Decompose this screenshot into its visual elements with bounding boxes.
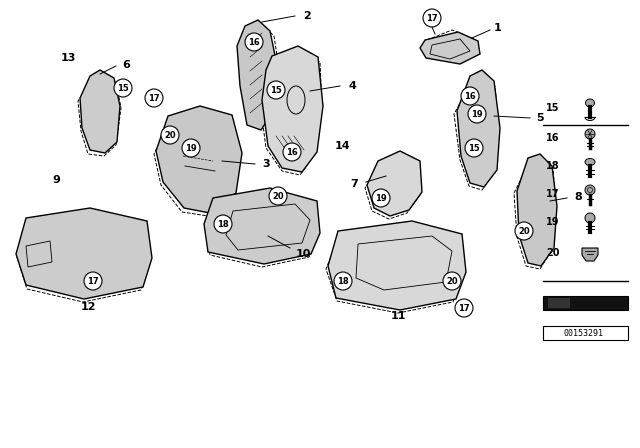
Text: 19: 19 bbox=[471, 109, 483, 119]
Text: 18: 18 bbox=[217, 220, 229, 228]
Polygon shape bbox=[543, 296, 628, 310]
Polygon shape bbox=[262, 46, 323, 172]
Text: 16: 16 bbox=[546, 133, 559, 143]
Text: 15: 15 bbox=[117, 83, 129, 92]
Circle shape bbox=[468, 105, 486, 123]
Circle shape bbox=[334, 272, 352, 290]
Text: 13: 13 bbox=[60, 53, 76, 63]
Polygon shape bbox=[80, 70, 120, 153]
Polygon shape bbox=[367, 151, 422, 216]
Text: 2: 2 bbox=[303, 11, 311, 21]
Text: 15: 15 bbox=[270, 86, 282, 95]
Text: 8: 8 bbox=[574, 192, 582, 202]
Text: 11: 11 bbox=[390, 311, 406, 321]
Polygon shape bbox=[237, 20, 278, 130]
Text: 19: 19 bbox=[375, 194, 387, 202]
Polygon shape bbox=[517, 154, 557, 266]
Text: 3: 3 bbox=[262, 159, 270, 169]
Circle shape bbox=[585, 185, 595, 195]
Circle shape bbox=[585, 213, 595, 223]
Text: 00153291: 00153291 bbox=[564, 328, 604, 337]
Text: 18: 18 bbox=[546, 161, 559, 171]
Polygon shape bbox=[328, 221, 466, 310]
Circle shape bbox=[214, 215, 232, 233]
Circle shape bbox=[443, 272, 461, 290]
Text: 20: 20 bbox=[546, 248, 559, 258]
Text: 14: 14 bbox=[334, 141, 350, 151]
Text: 17: 17 bbox=[426, 13, 438, 22]
Text: 18: 18 bbox=[337, 276, 349, 285]
Polygon shape bbox=[548, 298, 570, 308]
Circle shape bbox=[455, 299, 473, 317]
Text: 9: 9 bbox=[52, 175, 60, 185]
Polygon shape bbox=[420, 32, 480, 64]
Circle shape bbox=[585, 129, 595, 139]
Circle shape bbox=[515, 222, 533, 240]
Text: 20: 20 bbox=[272, 191, 284, 201]
Circle shape bbox=[145, 89, 163, 107]
Text: 17: 17 bbox=[546, 189, 559, 199]
Text: 10: 10 bbox=[295, 249, 310, 259]
Text: 20: 20 bbox=[446, 276, 458, 285]
Text: 17: 17 bbox=[87, 276, 99, 285]
Circle shape bbox=[182, 139, 200, 157]
Text: 17: 17 bbox=[148, 94, 160, 103]
Text: 1: 1 bbox=[494, 23, 502, 33]
Polygon shape bbox=[156, 106, 242, 213]
Text: 4: 4 bbox=[348, 81, 356, 91]
Text: 20: 20 bbox=[518, 227, 530, 236]
Text: 5: 5 bbox=[536, 113, 544, 123]
Circle shape bbox=[267, 81, 285, 99]
Circle shape bbox=[423, 9, 441, 27]
Polygon shape bbox=[16, 208, 152, 299]
Circle shape bbox=[269, 187, 287, 205]
Text: 15: 15 bbox=[468, 143, 480, 152]
Circle shape bbox=[114, 79, 132, 97]
Text: 16: 16 bbox=[248, 38, 260, 47]
Text: 19: 19 bbox=[546, 217, 559, 227]
Circle shape bbox=[372, 189, 390, 207]
Text: 20: 20 bbox=[164, 130, 176, 139]
Polygon shape bbox=[204, 188, 320, 264]
Ellipse shape bbox=[585, 159, 595, 165]
Polygon shape bbox=[582, 248, 598, 261]
Text: 19: 19 bbox=[185, 143, 197, 152]
Text: 12: 12 bbox=[80, 302, 96, 312]
Text: 16: 16 bbox=[286, 147, 298, 156]
Circle shape bbox=[84, 272, 102, 290]
Text: 15: 15 bbox=[546, 103, 559, 113]
Text: 16: 16 bbox=[464, 91, 476, 100]
Circle shape bbox=[283, 143, 301, 161]
Circle shape bbox=[161, 126, 179, 144]
Circle shape bbox=[465, 139, 483, 157]
Text: 7: 7 bbox=[350, 179, 358, 189]
Polygon shape bbox=[457, 70, 500, 187]
Ellipse shape bbox=[586, 99, 595, 107]
Circle shape bbox=[245, 33, 263, 51]
Text: 17: 17 bbox=[458, 303, 470, 313]
Text: 6: 6 bbox=[122, 60, 130, 70]
Circle shape bbox=[461, 87, 479, 105]
